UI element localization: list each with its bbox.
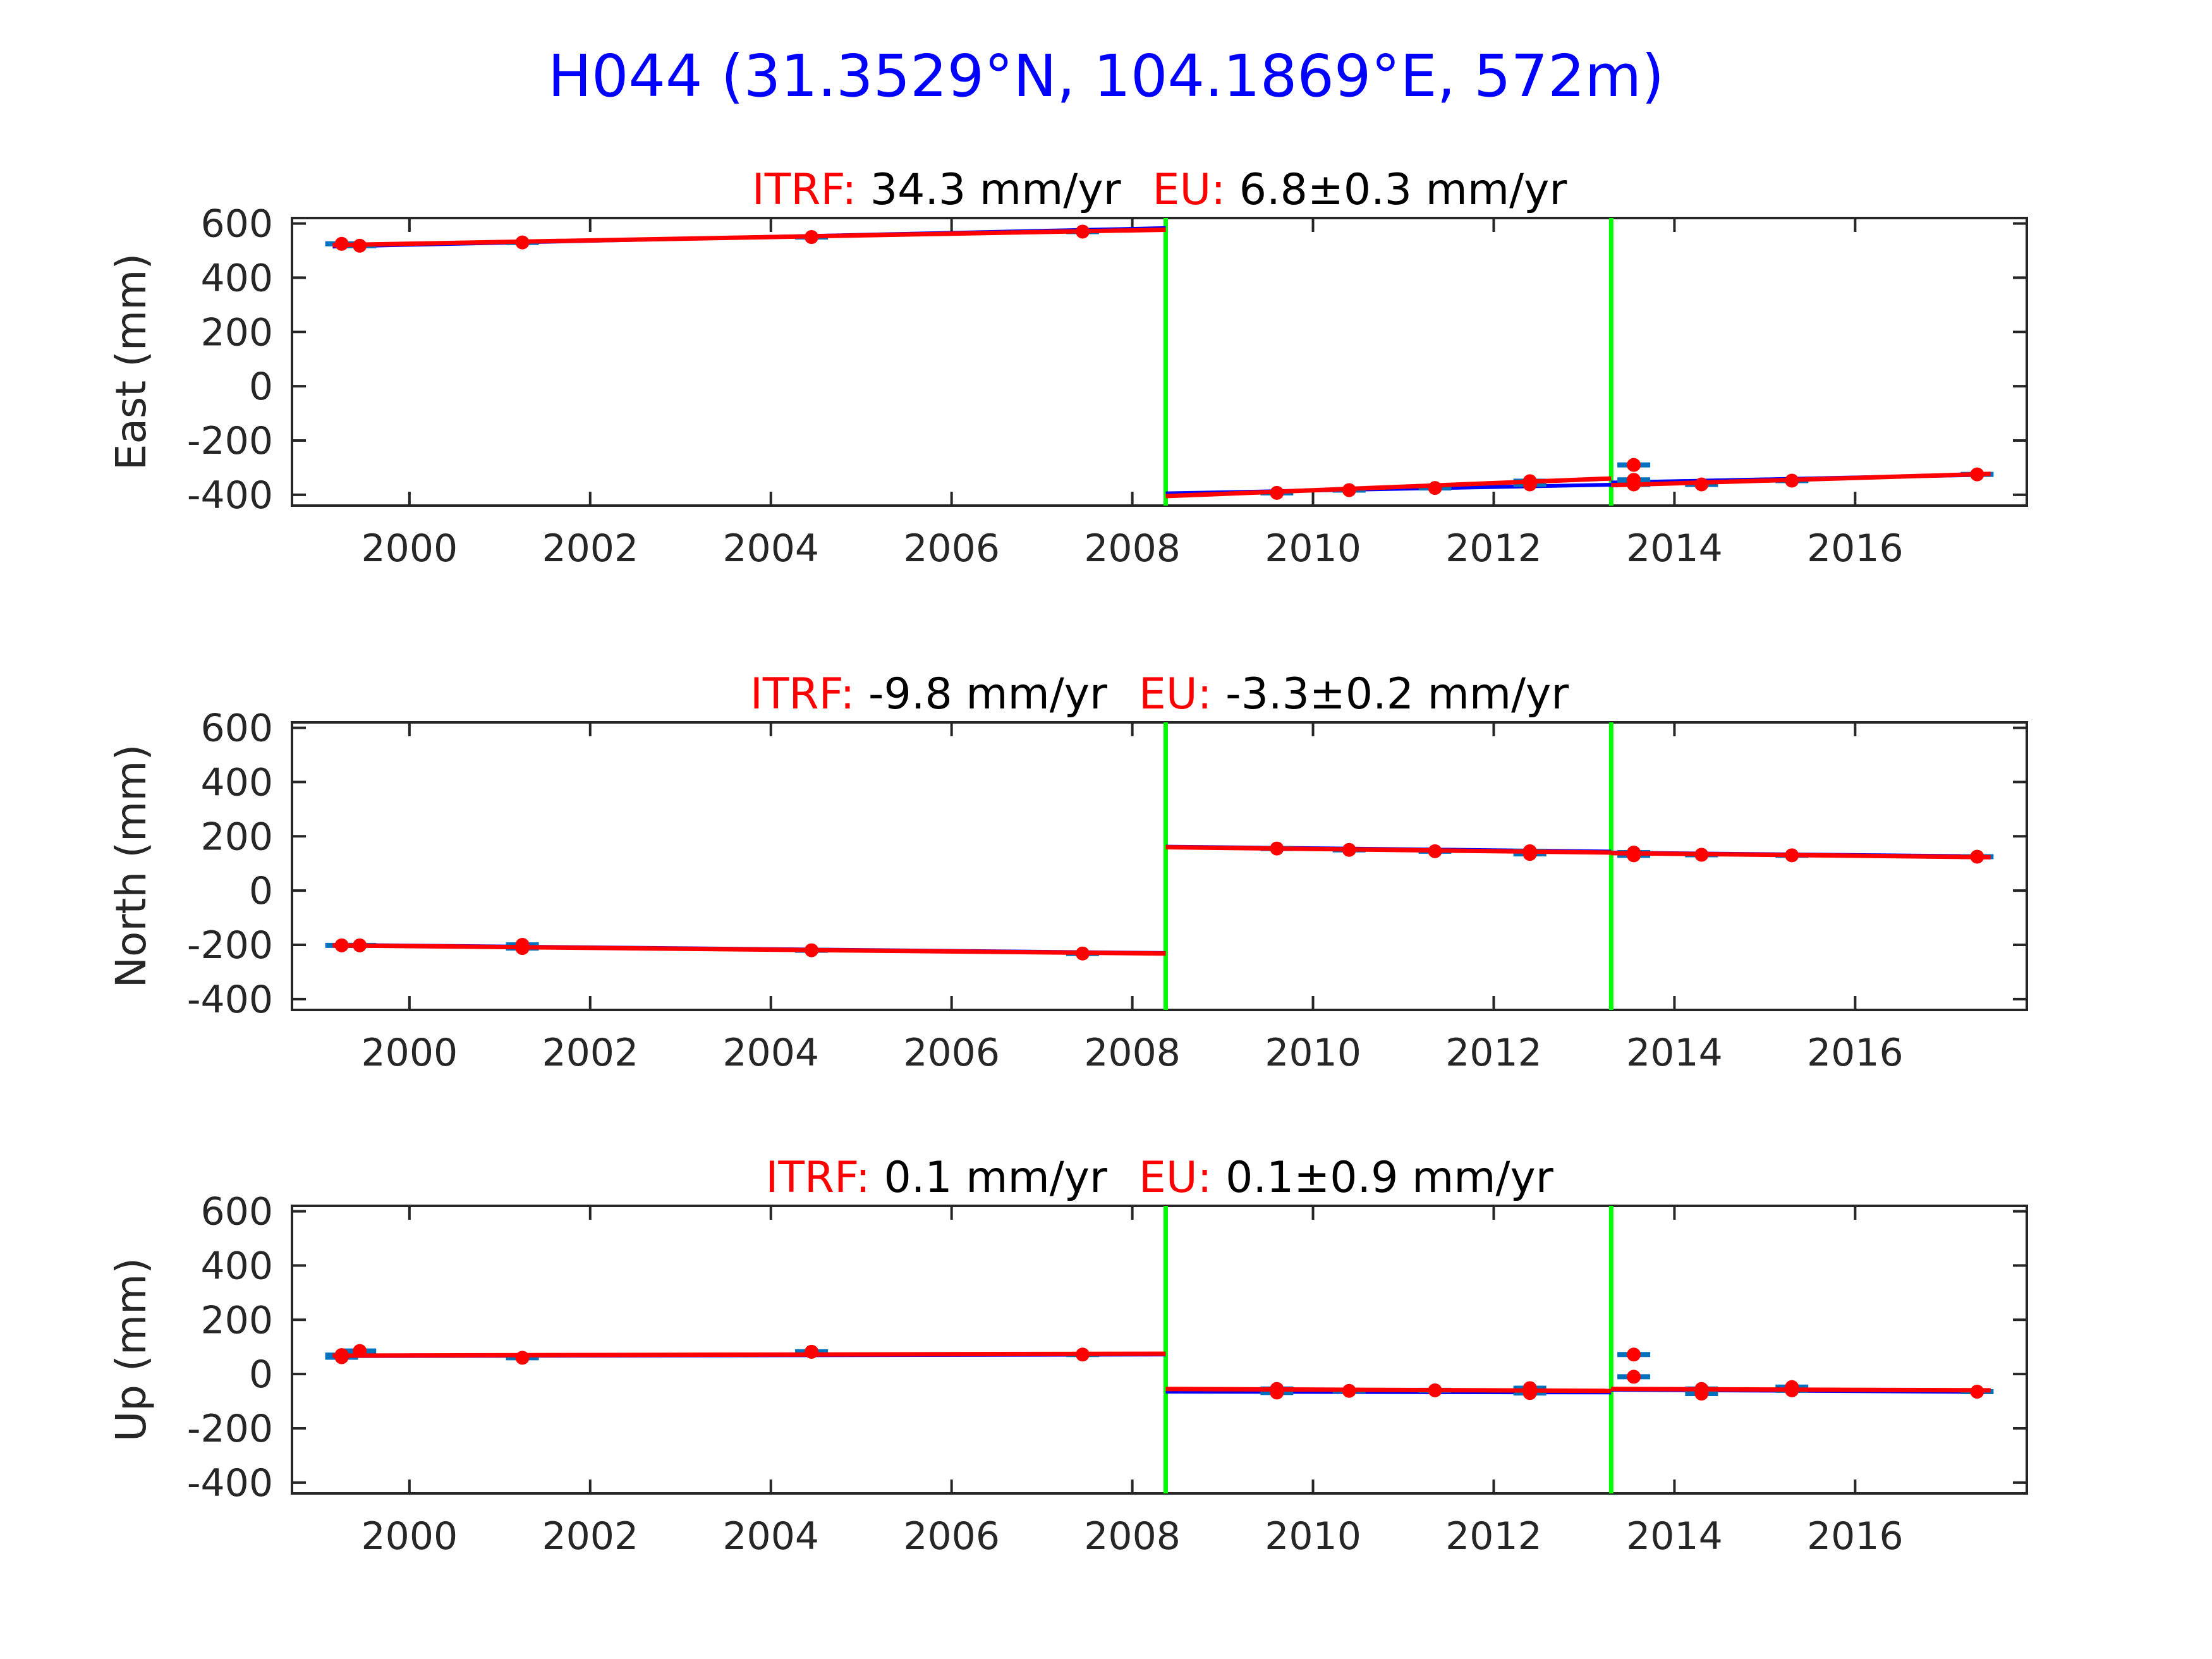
itrf-value: 34.3 mm/yr: [856, 165, 1121, 215]
panel-east: ITRF: 34.3 mm/yr EU: 6.8±0.3 mm/yr East (m…: [107, 165, 2028, 571]
y-axis-title: Up (mm): [107, 1258, 155, 1442]
y-tick-label: 600: [200, 1190, 273, 1234]
x-tick-label: 2010: [1265, 526, 1361, 571]
x-tick-label: 2008: [1084, 1031, 1181, 1075]
y-tick-label: 200: [200, 815, 273, 859]
figure-title: H044 (31.3529°N, 104.1869°E, 572m): [547, 42, 1665, 110]
panel-north: ITRF: -9.8 mm/yr EU: -3.3±0.2 mm/yr North …: [107, 669, 2028, 1075]
x-tick-label: 2016: [1807, 1031, 1904, 1075]
x-tick-label: 2000: [362, 1514, 458, 1559]
fit-segment: [1611, 1387, 1991, 1393]
eu-value: -3.3±0.2 mm/yr: [1212, 669, 1569, 719]
plot-frame: [291, 721, 2028, 1011]
itrf-label: ITRF:: [752, 165, 857, 215]
data-point: [1627, 458, 1641, 472]
x-tick-label: 2006: [903, 1031, 1000, 1075]
plot-frame: [291, 217, 2028, 507]
x-tick-label: 2006: [903, 526, 1000, 571]
x-tick-label: 2012: [1445, 1031, 1542, 1075]
y-tick-label: -400: [187, 473, 273, 518]
x-tick-label: 2006: [903, 1514, 1000, 1559]
fit-segment: [1165, 1387, 1612, 1394]
y-tick-label: 200: [200, 310, 273, 355]
x-tick-label: 2008: [1084, 1514, 1181, 1559]
panels: ITRF: 34.3 mm/yr EU: 6.8±0.3 mm/yr East (m…: [107, 165, 2028, 1559]
fit-segment: [332, 1351, 1166, 1358]
eu-label: EU:: [1139, 669, 1212, 719]
y-tick-label: -400: [187, 978, 273, 1022]
x-tick-label: 2010: [1265, 1031, 1361, 1075]
y-tick-label: 0: [249, 1352, 273, 1397]
fit-segment: [332, 227, 1166, 248]
x-tick-label: 2004: [722, 1514, 819, 1559]
fit-segment: [332, 943, 1166, 956]
x-tick-label: 2000: [362, 1031, 458, 1075]
y-tick-label: -200: [187, 923, 273, 968]
y-tick-label: 0: [249, 869, 273, 913]
eu-label: EU:: [1139, 1153, 1212, 1203]
eu-label: EU:: [1153, 165, 1226, 215]
y-axis-title: East (mm): [107, 253, 155, 470]
fit-segment: [1611, 851, 1991, 860]
x-tick-label: 2002: [542, 1514, 638, 1559]
itrf-value: 0.1 mm/yr: [870, 1153, 1107, 1203]
eu-value: 0.1±0.9 mm/yr: [1212, 1153, 1553, 1203]
itrf-value: -9.8 mm/yr: [854, 669, 1107, 719]
data-point: [1627, 1370, 1641, 1384]
fit-segment: [1165, 476, 1612, 499]
x-tick-label: 2004: [722, 1031, 819, 1075]
y-axis-title: North (mm): [107, 744, 155, 988]
data-point: [1627, 1347, 1641, 1362]
y-tick-label: 600: [200, 202, 273, 246]
plot-frame: [291, 1205, 2028, 1495]
x-tick-label: 2016: [1807, 526, 1904, 571]
x-tick-label: 2000: [362, 526, 458, 571]
fit-segment: [1611, 471, 1991, 488]
itrf-label: ITRF:: [750, 669, 855, 719]
itrf-label: ITRF:: [765, 1153, 870, 1203]
y-tick-label: 400: [200, 1244, 273, 1288]
y-tick-label: 200: [200, 1298, 273, 1342]
data-point: [1522, 847, 1537, 861]
panel-subtitle: ITRF: -9.8 mm/yr EU: -3.3±0.2 mm/yr: [750, 669, 1569, 719]
panel-subtitle: ITRF: 0.1 mm/yr EU: 0.1±0.9 mm/yr: [765, 1153, 1553, 1203]
x-tick-label: 2012: [1445, 1514, 1542, 1559]
x-tick-label: 2012: [1445, 526, 1542, 571]
y-tick-label: 0: [249, 365, 273, 409]
y-tick-label: -400: [187, 1461, 273, 1505]
x-tick-label: 2004: [722, 526, 819, 571]
fit-segment: [1165, 844, 1612, 855]
x-tick-label: 2008: [1084, 526, 1181, 571]
x-tick-label: 2002: [542, 1031, 638, 1075]
x-tick-label: 2002: [542, 526, 638, 571]
data-point: [1522, 1386, 1537, 1401]
x-tick-label: 2014: [1626, 526, 1723, 571]
eu-value: 6.8±0.3 mm/yr: [1225, 165, 1567, 215]
y-tick-label: 400: [200, 760, 273, 805]
y-tick-label: -200: [187, 1407, 273, 1451]
panel-up: ITRF: 0.1 mm/yr EU: 0.1±0.9 mm/yr Up (mm) 2…: [107, 1153, 2028, 1559]
data-point: [515, 1351, 530, 1365]
y-tick-label: 600: [200, 707, 273, 751]
x-tick-label: 2010: [1265, 1514, 1361, 1559]
panel-subtitle: ITRF: 34.3 mm/yr EU: 6.8±0.3 mm/yr: [752, 165, 1567, 215]
x-tick-label: 2014: [1626, 1031, 1723, 1075]
y-tick-label: 400: [200, 256, 273, 300]
x-tick-label: 2014: [1626, 1514, 1723, 1559]
y-tick-label: -200: [187, 419, 273, 463]
x-tick-label: 2016: [1807, 1514, 1904, 1559]
